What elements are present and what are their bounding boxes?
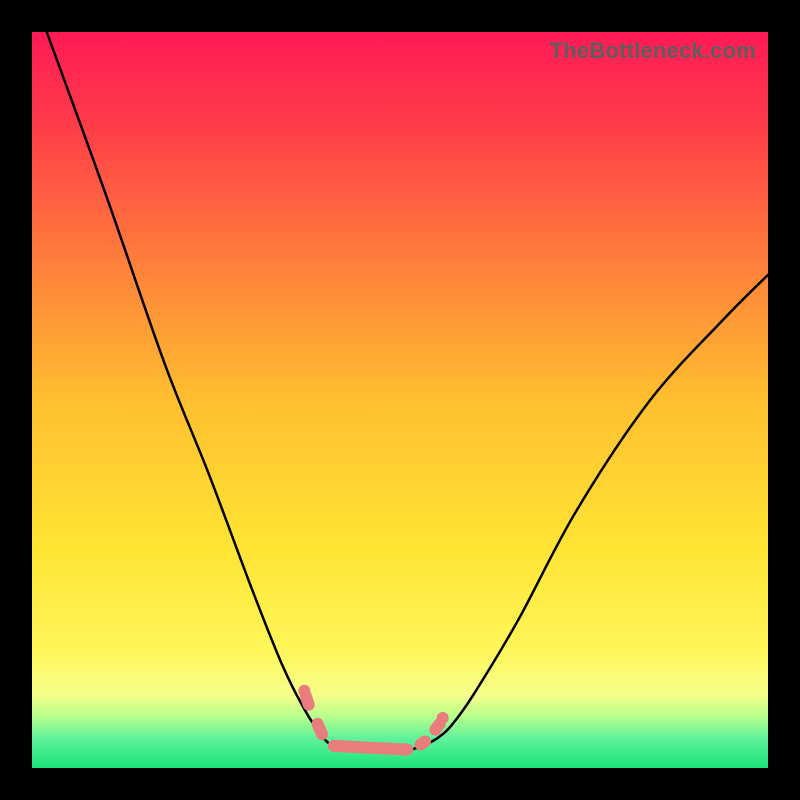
trough-segment — [421, 742, 425, 745]
chart-frame: TheBottleneck.com — [0, 0, 800, 800]
trough-end-dot — [298, 685, 310, 697]
trough-segment — [435, 724, 439, 730]
trough-end-dot — [437, 712, 449, 724]
trough-segment — [306, 696, 309, 705]
trough-segment — [318, 724, 322, 734]
plot-area: TheBottleneck.com — [32, 32, 768, 768]
trough-segment — [334, 746, 408, 750]
watermark-text: TheBottleneck.com — [550, 38, 756, 64]
gradient-background — [32, 32, 768, 768]
bottleneck-curve-chart — [32, 32, 768, 768]
